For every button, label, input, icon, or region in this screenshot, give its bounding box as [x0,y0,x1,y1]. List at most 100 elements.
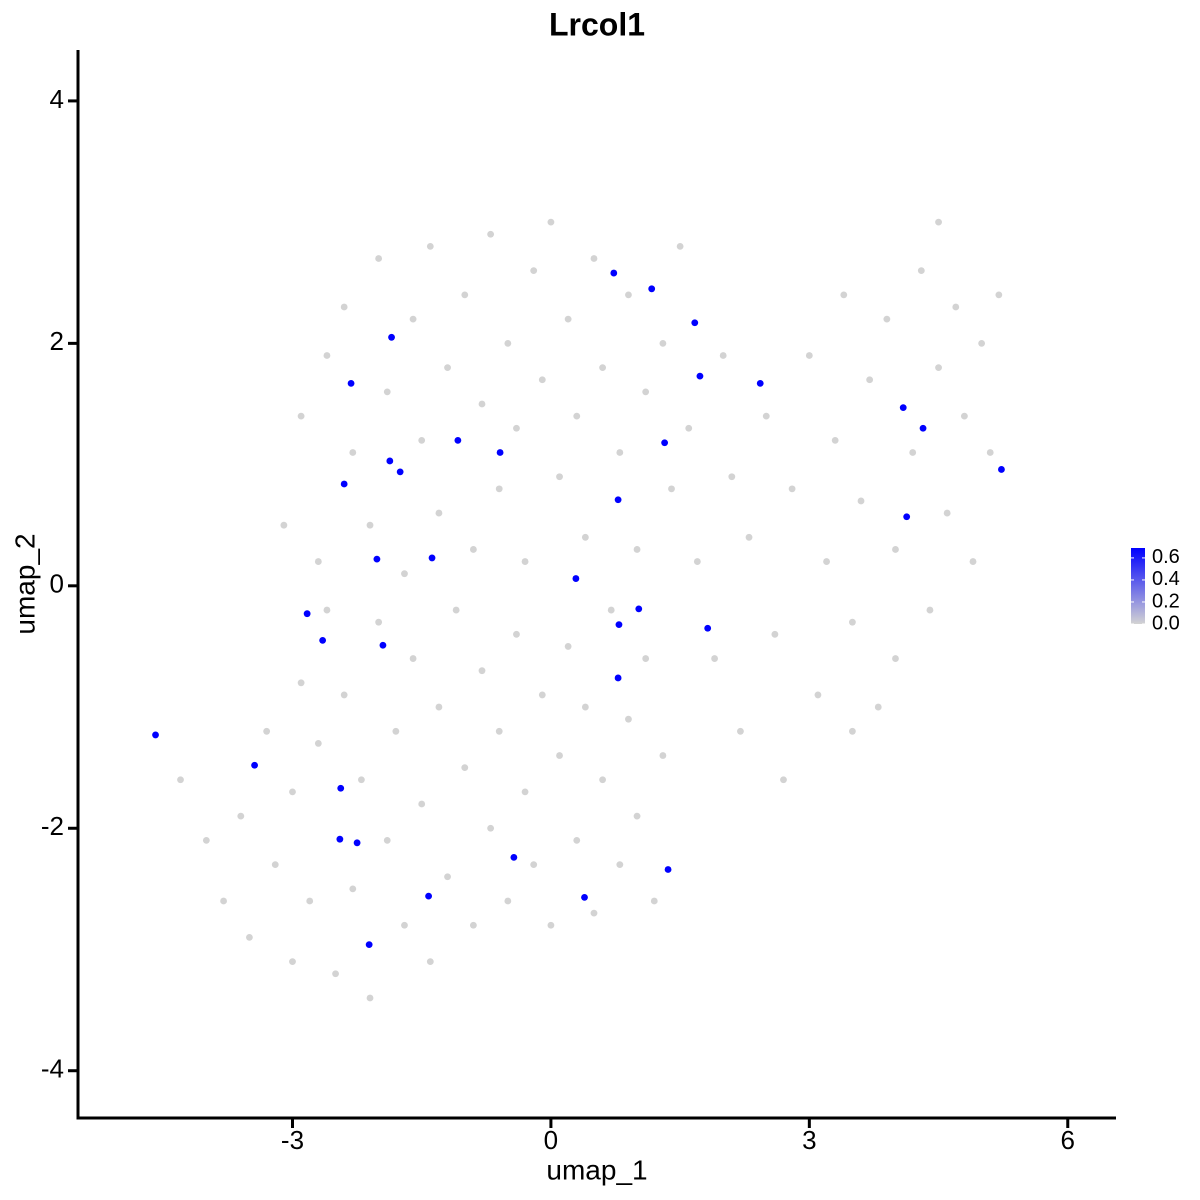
y-tick-label: -2 [41,811,64,841]
cell-point [510,853,518,861]
cell-point [581,533,589,541]
x-axis-label: umap_1 [546,1154,647,1185]
x-tick-label: 6 [1061,1125,1075,1155]
cell-point [461,764,469,772]
colorbar-tick-label: 0.6 [1152,546,1180,568]
cell-point [998,466,1005,473]
cell-point [538,691,546,699]
cell-point [610,269,618,277]
cell-point [711,655,718,662]
cell-point [314,558,322,565]
cell-point [340,480,348,488]
cell-point [840,291,848,299]
cell-point [590,909,598,917]
cell-point [452,606,460,614]
cell-point [614,496,622,504]
cell-point [530,267,538,275]
cell-point [177,776,184,784]
cell-point [633,812,641,820]
cell-point [704,624,712,632]
cell-point [696,372,704,380]
cell-point [409,315,417,323]
cell-point [319,636,327,644]
cell-point [349,449,357,456]
chart-title: Lrcol1 [549,6,645,42]
cell-point [435,509,443,517]
cell-point [917,267,925,275]
cell-point [220,897,227,905]
cell-point [332,970,339,978]
cell-point [614,674,622,682]
cell-point [668,485,675,493]
colorbar-tick-label: 0.2 [1152,590,1180,612]
cell-point [909,449,917,456]
cell-point [487,824,495,832]
x-tick-label: -3 [281,1125,304,1155]
y-tick-label: 0 [50,569,64,599]
colorbar [1131,548,1145,624]
cell-point [513,630,520,638]
cell-point [340,303,348,311]
cell-point [771,630,779,638]
cell-point [303,610,311,618]
cell-point [375,255,383,262]
cell-point [857,497,865,505]
cell-point [960,412,968,420]
cell-point [615,621,623,629]
cell-point [375,618,383,626]
cell-point [952,303,960,311]
cell-point [650,897,658,905]
cell-point [401,570,408,578]
cell-point [547,218,555,226]
cell-point [625,291,632,299]
cell-point [469,921,477,929]
cell-point [349,885,357,893]
cell-point [642,655,650,662]
cell-point [306,897,314,905]
cell-point [849,618,856,626]
cell-point [444,873,451,881]
cell-point [246,933,253,941]
cell-point [428,554,436,562]
cell-point [383,388,391,396]
colorbar-tick-label: 0.4 [1152,568,1180,590]
cell-point [418,436,426,444]
cell-point [251,761,258,769]
cell-point [581,893,588,901]
cell-point [409,655,417,662]
cell-point [849,727,856,735]
cell-point [616,449,624,456]
cell-point [487,230,495,238]
cell-point [347,379,355,387]
cell-point [935,364,942,372]
cell-point [573,412,581,420]
cell-point [780,776,787,784]
cell-point [805,352,813,359]
cell-point [659,339,667,347]
cell-point [530,861,538,869]
cell-point [504,339,512,347]
cell-point [152,731,159,739]
cell-point [314,740,322,747]
cell-point [454,436,462,444]
cell-point [625,715,632,723]
cell-point [969,558,977,565]
cell-point [935,218,942,226]
cell-point [383,836,391,844]
cell-point [392,727,400,735]
cell-point [943,509,951,517]
cell-point [661,439,669,447]
cell-point [831,436,839,444]
y-tick-label: 4 [50,84,64,114]
cell-point [478,400,486,408]
cell-point [642,388,650,396]
y-tick-label: 2 [50,326,64,356]
cell-point [366,994,374,1002]
cell-point [648,285,656,293]
cell-point [504,897,512,905]
cell-point [756,379,764,387]
cell-point [572,575,580,582]
cell-point [495,727,503,735]
cell-point [289,788,296,796]
